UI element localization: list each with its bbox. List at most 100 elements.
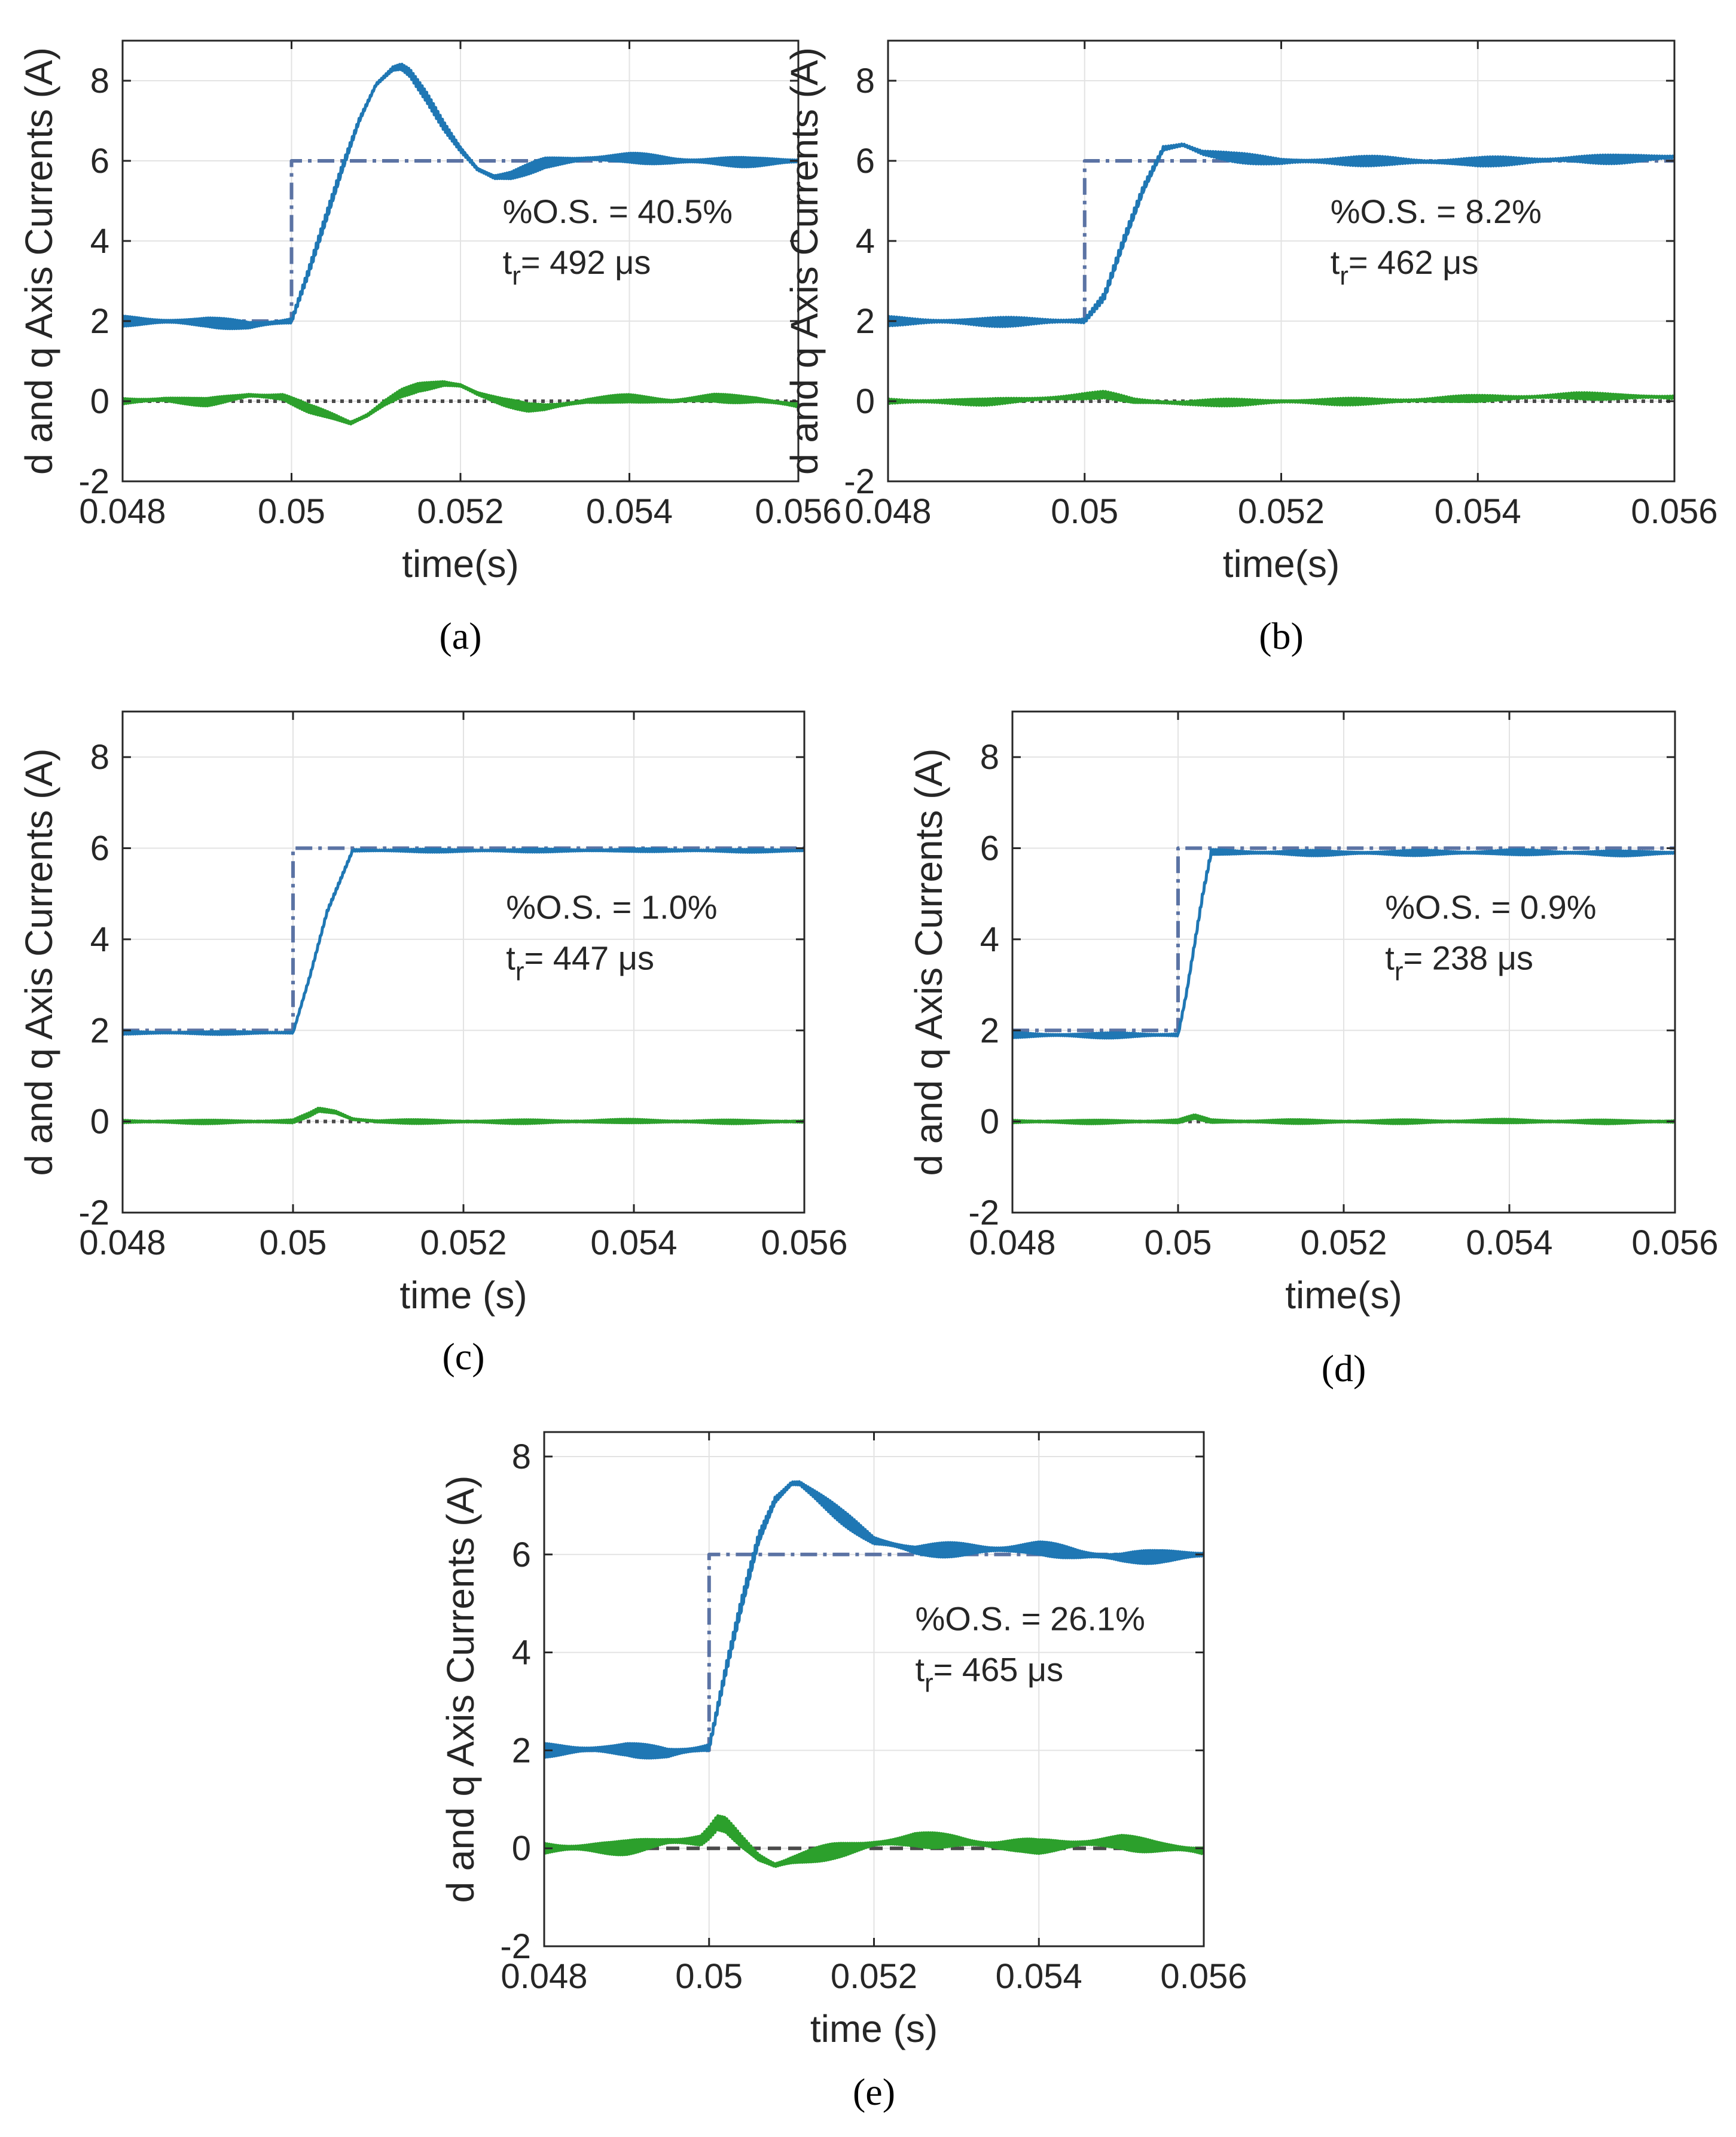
- x-tick-label: 0.05: [1051, 492, 1118, 531]
- rise-time-symbol: t: [915, 1651, 925, 1689]
- x-tick-label: 0.052: [1300, 1223, 1387, 1262]
- rise-time-value: = 492 μs: [521, 243, 651, 281]
- y-tick-label: 8: [90, 62, 109, 100]
- series-group: [1012, 846, 1675, 1125]
- rise-time-value: = 238 μs: [1403, 939, 1533, 977]
- y-tick-label: 6: [90, 829, 109, 868]
- y-axis-label: d and q Axis Currents (A): [907, 749, 950, 1176]
- x-tick-label: 0.052: [420, 1223, 507, 1262]
- series-iq-actual: [888, 142, 1674, 328]
- rise-time-annotation: tr= 492 μs: [503, 243, 651, 291]
- y-tick-label: -2: [500, 1927, 531, 1966]
- x-tick-label: 0.052: [1238, 492, 1325, 531]
- x-tick-label: 0.056: [1631, 492, 1717, 531]
- x-tick-label: 0.05: [260, 1223, 327, 1262]
- series-id-actual: [123, 1107, 804, 1125]
- series-group: [123, 846, 804, 1125]
- y-tick-label: 4: [90, 222, 109, 261]
- y-tick-label: 6: [90, 142, 109, 181]
- panel-caption: (b): [1259, 615, 1304, 657]
- overshoot-annotation: %O.S. = 1.0%: [506, 889, 717, 926]
- x-tick-label: 0.054: [996, 1957, 1082, 1996]
- rise-time-subscript: r: [1395, 957, 1404, 987]
- series-id-actual: [544, 1814, 1204, 1868]
- overshoot-annotation: %O.S. = 40.5%: [503, 193, 733, 230]
- x-tick-label: 0.056: [761, 1223, 847, 1262]
- overshoot-annotation: %O.S. = 8.2%: [1331, 193, 1542, 230]
- panel-caption: (c): [442, 1335, 484, 1378]
- x-axis-label: time(s): [1285, 1274, 1402, 1317]
- rise-time-symbol: t: [1385, 939, 1395, 977]
- chart-panel-c: 0.048 0.05 0.052 0.054 0.056 -2 0 2 4 6 8 time (s) d…: [17, 710, 848, 1378]
- series-iq-actual: [123, 847, 804, 1036]
- x-tick-label: 0.056: [1160, 1957, 1247, 1996]
- y-tick-label: 0: [90, 1103, 109, 1141]
- x-axis-label: time(s): [1223, 542, 1340, 585]
- series-group: [123, 62, 798, 426]
- y-tick-label: 6: [980, 829, 999, 868]
- rise-time-annotation: tr= 465 μs: [915, 1651, 1063, 1698]
- rise-time-value: = 465 μs: [933, 1651, 1064, 1689]
- y-tick-label: 4: [512, 1634, 531, 1672]
- y-axis-label: d and q Axis Currents (A): [783, 47, 826, 475]
- x-tick-label: 0.048: [501, 1957, 587, 1996]
- y-tick-label: 8: [980, 738, 999, 777]
- x-tick-label: 0.048: [79, 492, 166, 531]
- rise-time-subscript: r: [925, 1669, 933, 1698]
- x-tick-label: 0.05: [258, 492, 325, 531]
- x-tick-label: 0.054: [1466, 1223, 1552, 1262]
- chart-panel-e: 0.048 0.05 0.052 0.054 0.056 -2 0 2 4 6 8 time (s) d…: [439, 1431, 1247, 2113]
- rise-time-annotation: tr= 447 μs: [506, 939, 654, 987]
- x-axis-label: time (s): [810, 2007, 938, 2050]
- series-iq-actual: [1012, 848, 1675, 1040]
- rise-time-annotation: tr= 238 μs: [1385, 939, 1533, 987]
- series-id-actual: [1012, 1113, 1675, 1125]
- chart-panel-d: 0.048 0.05 0.052 0.054 0.056 -2 0 2 4 6 8 time(s) d …: [907, 710, 1719, 1390]
- x-tick-label: 0.048: [969, 1223, 1055, 1262]
- y-axis-label: d and q Axis Currents (A): [17, 47, 60, 475]
- rise-time-symbol: t: [503, 243, 512, 281]
- y-tick-label: 0: [90, 382, 109, 421]
- y-tick-label: 2: [90, 1011, 109, 1050]
- y-axis-label: d and q Axis Currents (A): [17, 749, 60, 1176]
- y-tick-label: 2: [512, 1731, 531, 1770]
- y-tick-label: -2: [78, 462, 109, 501]
- panel-caption: (e): [853, 2071, 895, 2113]
- rise-time-value: = 462 μs: [1348, 243, 1479, 281]
- x-tick-label: 0.048: [79, 1223, 166, 1262]
- rise-time-subscript: r: [1340, 261, 1348, 291]
- x-tick-label: 0.05: [675, 1957, 743, 1996]
- series-iq-actual: [544, 1480, 1204, 1760]
- series-iq-reference: [544, 1552, 1204, 1753]
- y-tick-label: 4: [90, 920, 109, 959]
- series-id-actual: [888, 390, 1674, 408]
- overshoot-annotation: %O.S. = 26.1%: [915, 1600, 1145, 1638]
- y-tick-label: 4: [980, 920, 999, 959]
- rise-time-annotation: tr= 462 μs: [1331, 243, 1479, 291]
- rise-time-subscript: r: [512, 261, 521, 291]
- y-tick-label: 8: [512, 1437, 531, 1476]
- x-tick-label: 0.048: [844, 492, 931, 531]
- panel-caption: (a): [439, 615, 481, 657]
- x-tick-label: 0.056: [755, 492, 841, 531]
- series-iq-actual: [123, 62, 798, 331]
- y-tick-label: -2: [968, 1193, 999, 1232]
- x-tick-label: 0.052: [831, 1957, 917, 1996]
- rise-time-subscript: r: [515, 957, 524, 987]
- x-tick-label: 0.054: [586, 492, 673, 531]
- x-tick-label: 0.056: [1631, 1223, 1718, 1262]
- y-tick-label: 2: [980, 1011, 999, 1050]
- rise-time-value: = 447 μs: [524, 939, 654, 977]
- y-tick-label: -2: [78, 1193, 109, 1232]
- y-tick-label: 4: [856, 222, 875, 261]
- series-group: [888, 142, 1674, 408]
- y-axis-label: d and q Axis Currents (A): [439, 1476, 482, 1903]
- y-tick-label: -2: [844, 462, 875, 501]
- y-tick-label: 6: [512, 1535, 531, 1574]
- y-tick-label: 8: [856, 62, 875, 100]
- series-id-actual: [123, 380, 798, 426]
- rise-time-symbol: t: [506, 939, 515, 977]
- y-tick-label: 0: [512, 1829, 531, 1868]
- y-tick-label: 2: [856, 302, 875, 341]
